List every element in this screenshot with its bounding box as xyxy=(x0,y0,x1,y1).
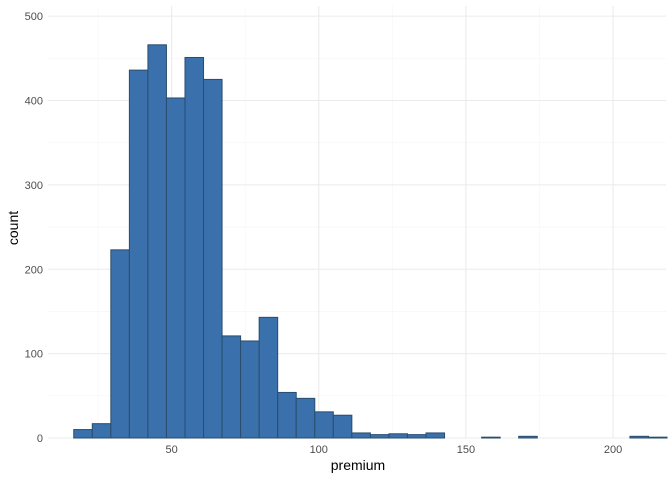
histogram-bar xyxy=(388,433,408,439)
histogram-bar xyxy=(240,340,260,439)
y-tick-label: 500 xyxy=(25,11,43,23)
histogram-bar xyxy=(647,436,668,439)
histogram-bar xyxy=(110,249,130,439)
histogram-bar xyxy=(518,435,538,439)
x-tick-label: 200 xyxy=(604,444,622,456)
histogram-bar xyxy=(221,335,242,439)
histogram-bar xyxy=(314,411,334,439)
histogram-bar xyxy=(295,397,316,439)
histogram-bar xyxy=(629,435,649,439)
y-axis-tick-labels: 0 100 200 300 400 500 xyxy=(25,11,43,445)
x-tick-label: 50 xyxy=(165,444,177,456)
histogram-bar xyxy=(369,434,390,439)
histogram-bar xyxy=(203,78,223,439)
x-tick-label: 100 xyxy=(310,444,328,456)
histogram-bar xyxy=(332,414,353,439)
histogram-bar xyxy=(258,316,279,439)
histogram-bar xyxy=(91,423,112,439)
histogram-bar xyxy=(351,432,371,439)
histogram-bar xyxy=(481,436,501,439)
y-tick-label: 0 xyxy=(37,433,43,445)
y-tick-label: 400 xyxy=(25,96,43,108)
x-axis-title: premium xyxy=(331,457,385,473)
histogram-bar xyxy=(277,391,297,439)
y-tick-label: 300 xyxy=(25,180,43,192)
y-axis-title: count xyxy=(5,211,21,245)
histogram-bar xyxy=(406,434,427,439)
histogram-bar xyxy=(425,432,446,439)
x-axis-tick-labels: 50 100 150 200 xyxy=(165,444,622,456)
histogram-bar xyxy=(147,44,167,439)
histogram-bar xyxy=(128,69,149,439)
x-tick-label: 150 xyxy=(457,444,475,456)
y-tick-label: 200 xyxy=(25,264,43,276)
histogram-bars xyxy=(73,44,668,439)
histogram-bar xyxy=(73,429,93,439)
histogram-bar xyxy=(165,97,186,439)
histogram-bar xyxy=(184,56,205,439)
y-tick-label: 100 xyxy=(25,349,43,361)
